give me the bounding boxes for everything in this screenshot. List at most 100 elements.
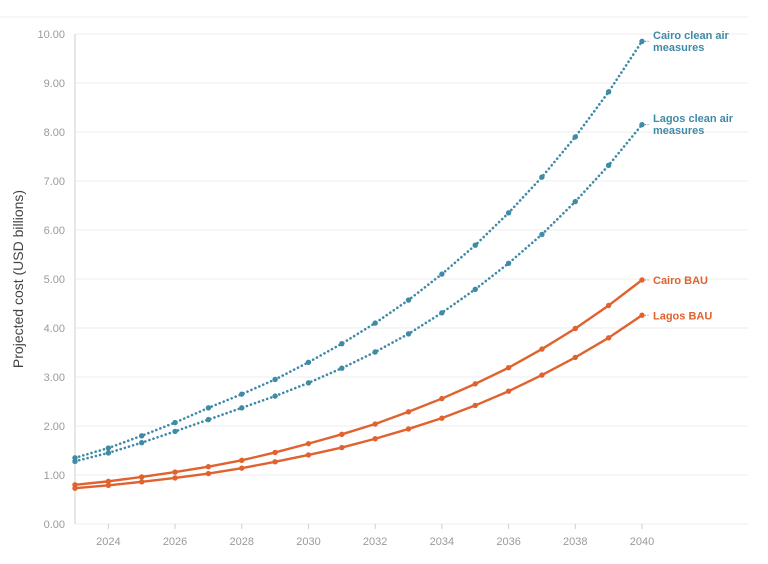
data-point <box>639 277 645 283</box>
data-point <box>239 465 245 471</box>
series-end-label: Lagos BAU <box>653 310 712 322</box>
data-point <box>305 452 312 458</box>
data-point <box>539 174 545 180</box>
y-tick-label: 1.00 <box>44 470 65 482</box>
data-point <box>639 38 645 45</box>
data-point <box>439 395 445 402</box>
x-tick-label: 2036 <box>496 536 520 548</box>
data-point <box>205 405 212 411</box>
x-tick-label: 2028 <box>230 536 254 548</box>
data-point <box>172 469 178 475</box>
data-point <box>372 349 378 355</box>
x-tick-label: 2040 <box>630 536 654 548</box>
data-point <box>72 458 78 464</box>
data-point <box>172 475 178 481</box>
data-point <box>372 421 378 427</box>
data-point <box>139 439 145 446</box>
data-point <box>405 297 412 303</box>
y-tick-label: 6.00 <box>44 225 65 237</box>
data-point <box>105 478 112 485</box>
data-point <box>272 459 278 465</box>
data-point <box>239 391 245 397</box>
data-point <box>539 346 545 352</box>
series-cairo-bau <box>72 277 645 488</box>
data-point <box>105 445 112 451</box>
x-tick-label: 2032 <box>363 536 387 548</box>
y-tick-label: 7.00 <box>44 176 65 188</box>
series-lines <box>72 38 645 491</box>
data-point <box>605 302 612 309</box>
data-point <box>605 335 612 341</box>
x-tick-label: 2030 <box>296 536 320 548</box>
series-line <box>73 40 644 460</box>
series-line <box>73 314 644 490</box>
y-tick-label: 0.00 <box>44 519 65 531</box>
x-axis-ticks: 2024 2026 2028 2030 2032 2034 2036 2038 2040 <box>96 524 654 548</box>
data-point <box>305 380 312 386</box>
data-point <box>572 354 578 361</box>
data-point <box>272 393 278 399</box>
data-point <box>239 405 245 411</box>
data-point <box>605 89 612 95</box>
data-point <box>539 231 545 238</box>
data-point <box>339 365 345 371</box>
y-tick-label: 8.00 <box>44 127 65 139</box>
data-point <box>472 242 478 248</box>
data-point <box>105 482 112 488</box>
series-end-label: measures <box>653 125 704 137</box>
y-tick-label: 10.00 <box>37 29 65 41</box>
data-point <box>572 198 578 205</box>
data-point <box>339 340 345 347</box>
data-point <box>305 359 312 365</box>
y-tick-label: 2.00 <box>44 421 65 433</box>
data-point <box>505 364 512 371</box>
series-end-label: measures <box>653 42 704 54</box>
data-point <box>572 325 578 332</box>
data-point <box>439 271 445 277</box>
data-point <box>172 428 178 435</box>
data-point <box>505 388 512 394</box>
data-point <box>272 376 278 383</box>
data-point <box>505 260 512 267</box>
data-point <box>372 320 378 326</box>
series-lagos-bau <box>72 312 645 491</box>
data-point <box>472 402 478 409</box>
data-point <box>605 162 612 169</box>
y-axis-title: Projected cost (USD billions) <box>10 190 26 368</box>
series-line <box>73 278 644 486</box>
data-point <box>339 431 345 438</box>
data-point <box>539 372 545 378</box>
series-cairo-clean-air-measures <box>72 38 645 461</box>
data-point <box>205 470 212 477</box>
data-point <box>305 440 312 447</box>
data-point <box>505 210 512 216</box>
y-axis-ticks: 0.00 1.00 2.00 3.00 4.00 5.00 6.00 7.00 8.00 9.00… <box>37 29 65 531</box>
series-end-label: Cairo BAU <box>653 275 708 287</box>
series-lagos-clean-air-measures <box>72 121 645 464</box>
data-point <box>205 463 212 470</box>
data-point <box>139 474 145 480</box>
data-point <box>639 312 645 318</box>
data-point <box>472 381 478 387</box>
data-point <box>139 433 145 439</box>
x-tick-label: 2038 <box>563 536 587 548</box>
data-point <box>72 485 78 491</box>
data-point <box>472 286 478 292</box>
x-tick-label: 2034 <box>430 536 454 548</box>
series-line <box>73 123 644 463</box>
data-point <box>372 436 378 442</box>
data-point <box>339 444 345 451</box>
y-tick-label: 4.00 <box>44 323 65 335</box>
gridlines <box>74 33 748 525</box>
data-point <box>105 450 112 456</box>
data-point <box>405 331 412 337</box>
data-point <box>639 121 645 128</box>
y-tick-label: 9.00 <box>44 78 65 90</box>
data-point <box>405 426 412 432</box>
data-point <box>239 457 245 463</box>
data-point <box>572 134 578 140</box>
data-point <box>405 409 412 415</box>
data-point <box>439 310 445 316</box>
data-point <box>272 449 278 456</box>
